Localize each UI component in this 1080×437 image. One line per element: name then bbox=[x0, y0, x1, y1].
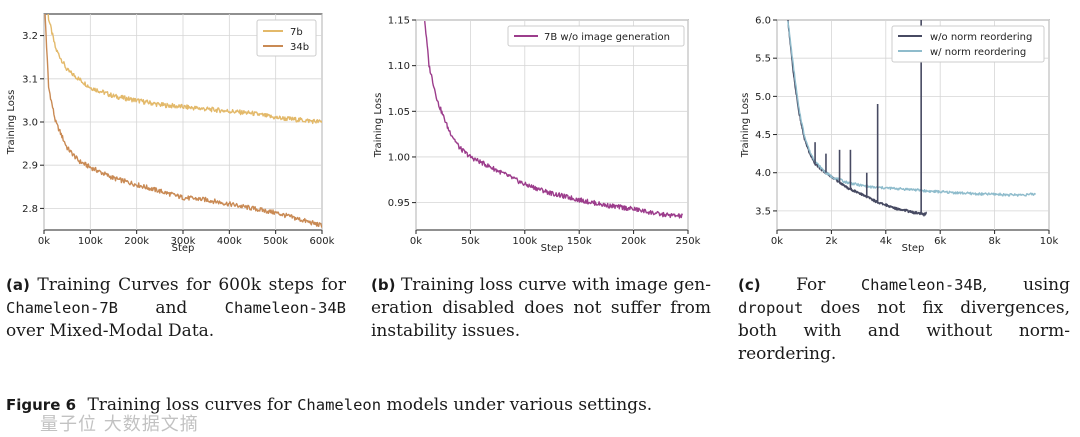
chart-b: 0k 50k 100k 150k 200k 250k 0.95 1.00 1.05 1.10 1.1… bbox=[373, 16, 701, 255]
chart-b-xtick-label: 150k bbox=[567, 236, 592, 247]
chart-a: 0k 100k 200k 300k 400k 500k 600k 2.8 2.9 3.0 3.1 3.… bbox=[6, 13, 335, 254]
chart-c-ytick-label: 6.0 bbox=[755, 16, 771, 27]
chart-c-xlabel: Step bbox=[902, 243, 925, 254]
caption-b-line3: instability issues. bbox=[371, 321, 521, 341]
chart-c-ytick-label: 4.5 bbox=[755, 130, 771, 141]
chart-c: 0k 2k 4k 6k 8k 10k 3.5 4.0 4.5 5.0 5.5 6.0 Step Tra… bbox=[740, 16, 1058, 255]
chart-a-ytick-label: 2.8 bbox=[22, 204, 38, 215]
chart-c-series-w-norm-reordering bbox=[787, 20, 1037, 197]
caption-b-tag: (b) bbox=[371, 276, 396, 294]
chart-a-xlabel: Step bbox=[172, 243, 195, 254]
caption-c-line4: reordering. bbox=[738, 344, 837, 364]
figure-caption-post: models under various settings. bbox=[386, 395, 653, 415]
chart-a-series-7b bbox=[47, 14, 322, 125]
chart-a-ytick-label: 3.2 bbox=[22, 31, 38, 42]
chart-b-xtick-label: 100k bbox=[512, 236, 537, 247]
legend-label-wo-norm: w/o norm reordering bbox=[930, 32, 1032, 43]
chart-b-ytick-label: 1.10 bbox=[388, 61, 410, 72]
chart-b-xlabel: Step bbox=[541, 243, 564, 254]
legend-label-w-norm: w/ norm reordering bbox=[930, 47, 1026, 58]
legend-label-7b-no-image: 7B w/o image generation bbox=[544, 32, 670, 43]
figure-caption-model: Chameleon bbox=[297, 396, 382, 414]
legend-label-7b: 7b bbox=[290, 27, 303, 38]
chart-a-ticks: 0k 100k 200k 300k 400k 500k 600k 2.8 2.9 3.0 3.1 3.… bbox=[22, 31, 335, 247]
chart-a-legend: 7b 34b bbox=[256, 19, 317, 57]
caption-a-line1: Training Curves for 600k steps for bbox=[37, 275, 346, 295]
chart-c-legend: w/o norm reordering w/ norm reordering bbox=[891, 25, 1045, 63]
chart-b-grid bbox=[415, 19, 689, 230]
caption-c-model: Chameleon-34B bbox=[860, 276, 983, 294]
caption-b-line2: eration disabled does not suffer from bbox=[371, 298, 711, 318]
chart-c-ytick-label: 5.5 bbox=[755, 54, 771, 65]
chart-a-xtick-label: 300k bbox=[171, 236, 196, 247]
caption-a-line3: over Mixed-Modal Data. bbox=[6, 321, 215, 341]
chart-c-xtick-label: 8k bbox=[989, 236, 1001, 247]
chart-c-xtick-label: 2k bbox=[825, 236, 837, 247]
caption-c-word2: , using bbox=[982, 275, 1071, 295]
chart-c-xtick-label: 0k bbox=[771, 236, 783, 247]
chart-a-ylabel: Training Loss bbox=[6, 90, 17, 156]
chart-b-ylabel: Training Loss bbox=[373, 93, 384, 159]
watermark: 量子位 大数据文摘 bbox=[40, 414, 199, 435]
chart-b-plot-area bbox=[415, 19, 689, 231]
chart-b-ytick-label: 1.05 bbox=[388, 107, 410, 118]
chart-b-ytick-label: 1.15 bbox=[388, 16, 410, 27]
legend-label-34b: 34b bbox=[290, 42, 309, 53]
chart-c-xtick-label: 4k bbox=[880, 236, 892, 247]
caption-c-line3: both with and without norm- bbox=[738, 321, 1070, 341]
caption-c-dropout: dropout bbox=[738, 299, 804, 317]
chart-c-ylabel: Training Loss bbox=[740, 93, 751, 159]
caption-b: (b) Training loss curve with image gen- … bbox=[371, 274, 711, 343]
chart-a-xtick-label: 100k bbox=[78, 236, 103, 247]
caption-c: (c) For Chameleon-34B, using dropout doe… bbox=[738, 274, 1070, 366]
chart-b-xtick-label: 250k bbox=[676, 236, 701, 247]
chart-b-ytick-label: 1.00 bbox=[388, 152, 410, 163]
chart-b-series bbox=[424, 21, 684, 219]
caption-a-tag: (a) bbox=[6, 276, 30, 294]
chart-b-xtick-label: 200k bbox=[621, 236, 646, 247]
chart-a-xtick-label: 400k bbox=[217, 236, 242, 247]
caption-a-model2: Chameleon-34B bbox=[224, 299, 346, 317]
chart-c-ticks: 0k 2k 4k 6k 8k 10k 3.5 4.0 4.5 5.0 5.5 6.0 bbox=[755, 16, 1058, 248]
chart-a-ytick-label: 3.1 bbox=[22, 74, 38, 85]
caption-a-model1: Chameleon-7B bbox=[6, 299, 118, 317]
chart-c-ytick-label: 3.5 bbox=[755, 206, 771, 217]
figure-charts: 0k 100k 200k 300k 400k 500k 600k 2.8 2.9 3.0 3.1 3.… bbox=[6, 13, 1058, 255]
figure-caption: Figure 6 Training loss curves for Chamel… bbox=[6, 395, 652, 415]
chart-b-xtick-label: 0k bbox=[410, 236, 422, 247]
chart-c-xtick-label: 10k bbox=[1040, 236, 1059, 247]
chart-c-ytick-label: 5.0 bbox=[755, 92, 771, 103]
chart-a-series bbox=[44, 14, 322, 228]
chart-b-ticks: 0k 50k 100k 150k 200k 250k 0.95 1.00 1.05 1.10 1.1… bbox=[388, 16, 701, 248]
chart-c-xtick-label: 6k bbox=[934, 236, 946, 247]
figure-caption-pre: Training loss curves for bbox=[87, 395, 292, 415]
chart-b-xtick-label: 50k bbox=[461, 236, 480, 247]
caption-a-and: and bbox=[155, 298, 188, 318]
figure-tag: Figure 6 bbox=[6, 396, 77, 414]
chart-a-ytick-label: 2.9 bbox=[22, 161, 38, 172]
chart-a-grid bbox=[43, 14, 323, 230]
chart-a-xtick-label: 200k bbox=[124, 236, 149, 247]
chart-c-ytick-label: 4.0 bbox=[755, 168, 771, 179]
chart-b-series-7b-w-o-image-generation bbox=[424, 21, 684, 219]
chart-a-xtick-label: 600k bbox=[310, 236, 335, 247]
caption-c-tag: (c) bbox=[738, 276, 761, 294]
chart-b-legend: 7B w/o image generation bbox=[507, 25, 685, 47]
caption-c-word3: does not fix divergences, bbox=[820, 298, 1070, 318]
caption-c-word1: For bbox=[796, 275, 826, 295]
chart-b-ytick-label: 0.95 bbox=[388, 198, 410, 209]
chart-a-ytick-label: 3.0 bbox=[22, 118, 38, 129]
caption-a: (a) Training Curves for 600k steps for C… bbox=[6, 274, 346, 343]
caption-b-line1: Training loss curve with image gen- bbox=[400, 275, 711, 295]
chart-a-xtick-label: 0k bbox=[38, 236, 50, 247]
chart-a-series-34b bbox=[44, 14, 322, 228]
chart-c-series-w-o-norm-reordering bbox=[787, 20, 927, 217]
chart-a-xtick-label: 500k bbox=[263, 236, 288, 247]
